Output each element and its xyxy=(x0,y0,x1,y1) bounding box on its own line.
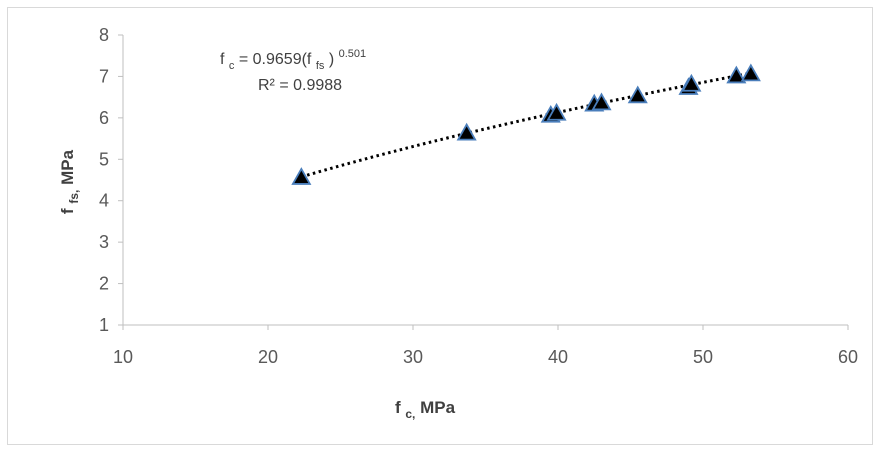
x-tick-label: 20 xyxy=(258,347,278,367)
y-axis-label: f fs, MPa xyxy=(58,149,82,214)
x-tick-label: 10 xyxy=(113,347,133,367)
y-tick-label: 5 xyxy=(99,149,109,169)
data-point xyxy=(681,73,702,92)
eq-f1: f xyxy=(220,51,225,68)
data-point xyxy=(627,85,648,104)
ylabel-sub: fs, xyxy=(67,190,81,204)
xlabel-sub: c, xyxy=(405,407,415,421)
data-point xyxy=(591,92,612,111)
equation-label: f c = 0.9659(f fs ) 0.501 xyxy=(220,48,366,73)
xlabel-main: f xyxy=(395,398,401,417)
y-tick-label: 4 xyxy=(99,191,109,211)
eq-sub1: c xyxy=(229,60,235,72)
y-tick-label: 8 xyxy=(99,25,109,45)
eq-close: ) xyxy=(329,51,334,68)
ylabel-tail: MPa xyxy=(58,149,77,185)
y-tick-label: 7 xyxy=(99,66,109,86)
eq-exponent: 0.501 xyxy=(339,48,367,60)
r-squared-label: R² = 0.9988 xyxy=(258,77,342,94)
eq-sub2: fs xyxy=(316,60,325,72)
data-point xyxy=(546,102,567,121)
data-points xyxy=(291,63,761,185)
y-tick-label: 3 xyxy=(99,232,109,252)
xlabel-tail: MPa xyxy=(420,398,456,417)
data-point xyxy=(291,167,312,185)
data-point xyxy=(456,122,477,141)
data-point xyxy=(740,63,761,82)
y-tick-label: 2 xyxy=(99,274,109,294)
y-tick-group: 1 2 3 4 5 6 7 8 xyxy=(99,25,123,335)
y-tick-label: 1 xyxy=(99,315,109,335)
y-tick-label: 6 xyxy=(99,108,109,128)
ylabel-main: f xyxy=(58,208,77,214)
x-tick-label: 50 xyxy=(693,347,713,367)
axes: 10 20 30 40 50 60 1 2 3 4 5 6 7 8 xyxy=(99,25,858,367)
x-tick-label: 60 xyxy=(838,347,858,367)
trendline xyxy=(300,71,752,179)
eq-mid: = 0.9659(f xyxy=(239,51,312,68)
x-axis-label: f c, MPa xyxy=(395,398,456,422)
x-tick-group: 10 20 30 40 50 60 xyxy=(113,325,858,367)
x-tick-label: 30 xyxy=(403,347,423,367)
x-tick-label: 40 xyxy=(548,347,568,367)
data-point xyxy=(726,65,747,84)
